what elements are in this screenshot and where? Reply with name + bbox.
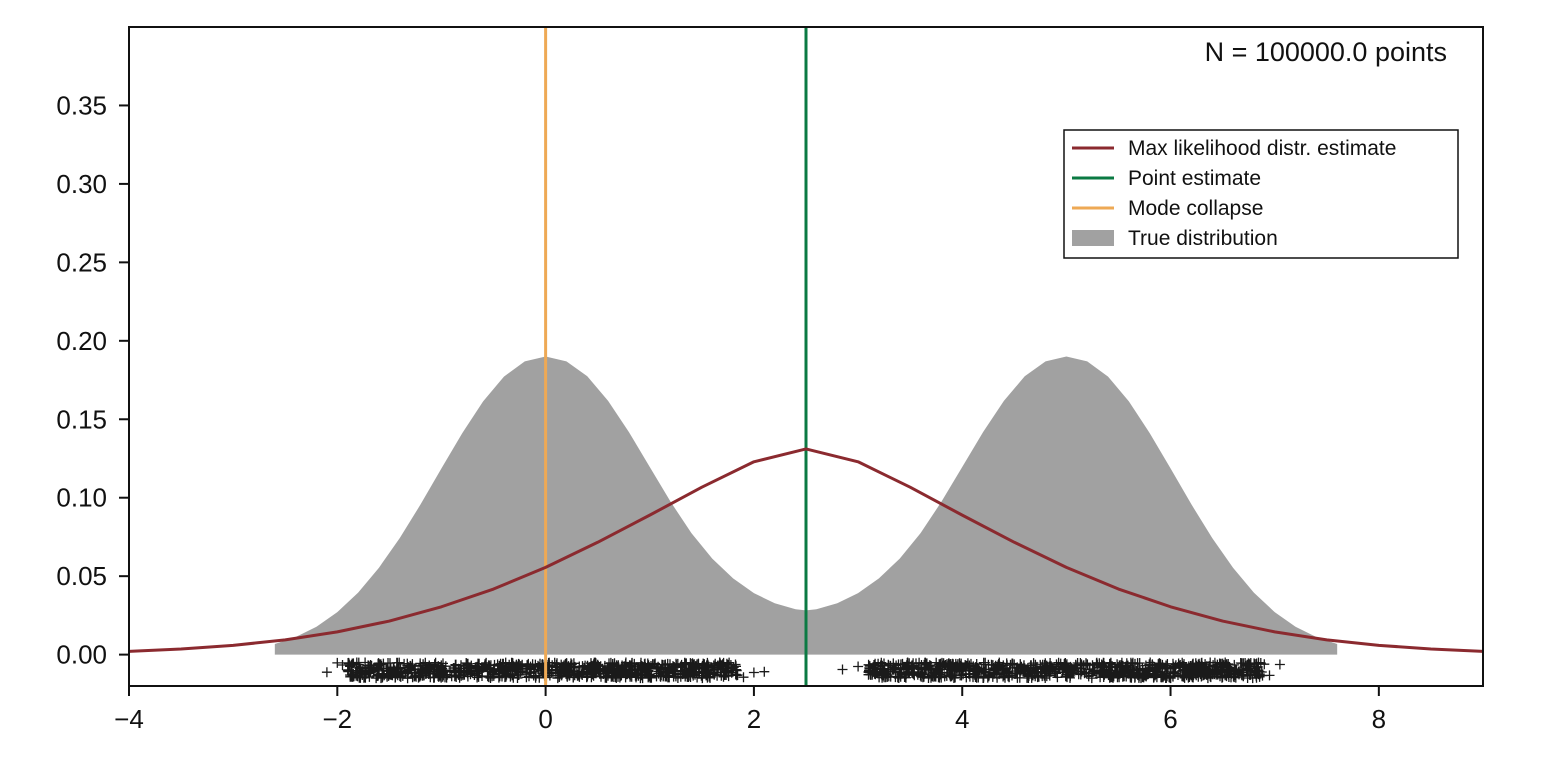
legend-label-mode-collapse: Mode collapse [1128, 197, 1263, 220]
plot-area [129, 27, 1483, 686]
x-tick-label: −4 [114, 704, 144, 734]
legend-label-true-distribution: True distribution [1128, 227, 1278, 250]
series-line-max-likelihood [129, 447, 1483, 653]
y-tick-label: 0.35 [56, 90, 107, 120]
y-tick-label: 0.25 [56, 247, 107, 277]
y-tick-label: 0.20 [56, 326, 107, 356]
x-tick-label: 2 [747, 704, 761, 734]
x-tick-label: 8 [1372, 704, 1386, 734]
x-tick-label: −2 [322, 704, 352, 734]
legend-label-point-estimate: Point estimate [1128, 167, 1261, 190]
x-tick-label: 0 [538, 704, 552, 734]
legend-swatch-true-distribution [1072, 230, 1114, 246]
axes: −4 −2 0 2 4 6 8 0.00 0.05 0.10 0.15 0.20 0.25 0.30 0.3… [56, 26, 1484, 734]
sample-count-annotation: N = 100000.0 points [1205, 37, 1447, 67]
y-tick-label: 0.00 [56, 640, 107, 670]
y-tick-label: 0.15 [56, 404, 107, 434]
x-tick-label: 6 [1163, 704, 1177, 734]
y-tick-label: 0.05 [56, 561, 107, 591]
legend-label-max-likelihood-distr-estimate: Max likelihood distr. estimate [1128, 137, 1396, 160]
axes-frame [128, 26, 1484, 687]
sample-rug [321, 657, 1285, 684]
legend-box [1063, 129, 1459, 259]
x-tick-label: 4 [955, 704, 969, 734]
y-tick-label: 0.10 [56, 483, 107, 513]
legend: Max likelihood distr. estimate Point esti… [1063, 129, 1459, 259]
sample-markers [321, 657, 1285, 684]
y-tick-label: 0.30 [56, 169, 107, 199]
series-area-true-distribution [274, 356, 1338, 655]
